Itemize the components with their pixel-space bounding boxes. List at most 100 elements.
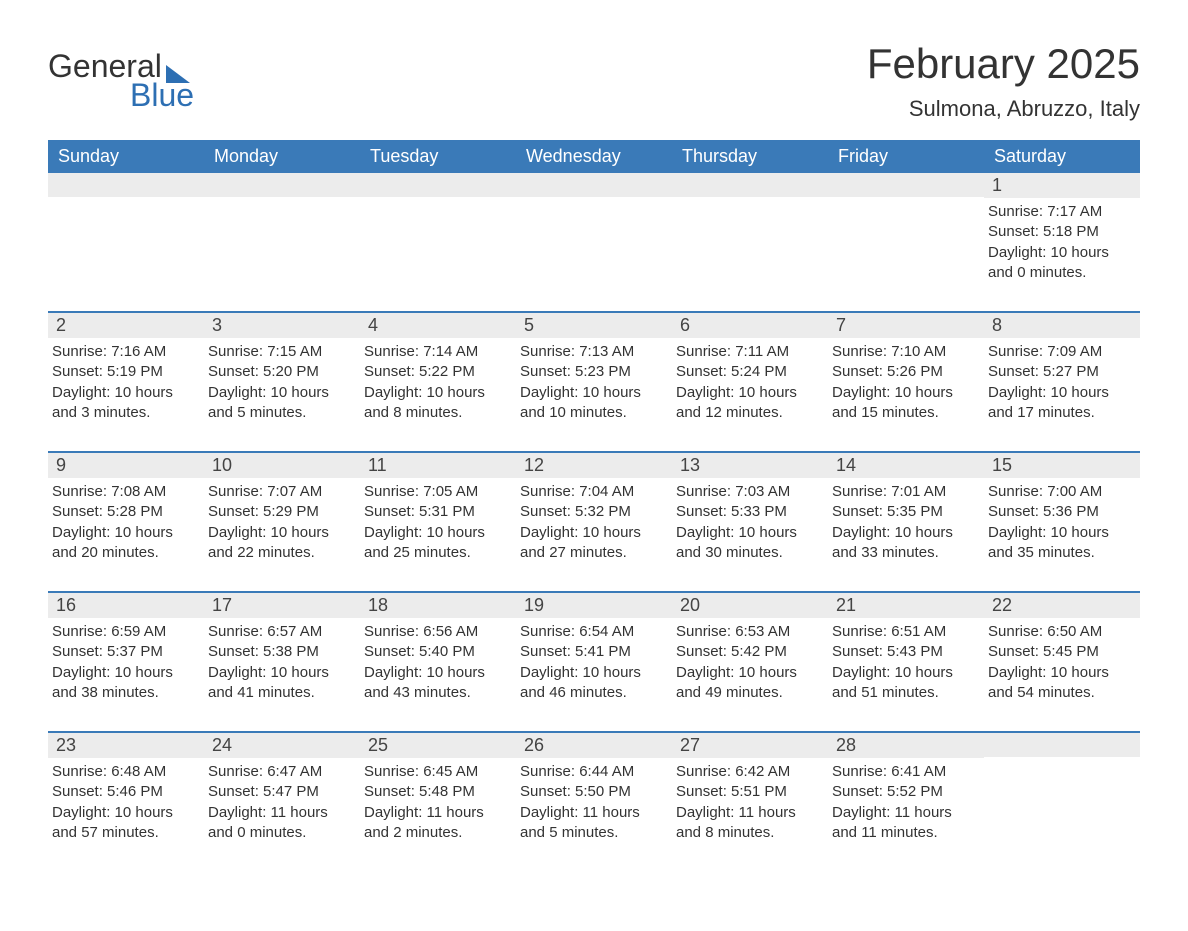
daylight: Daylight: 10 hours and 17 minutes.: [988, 383, 1126, 424]
daylight: Daylight: 10 hours and 27 minutes.: [520, 523, 658, 564]
day-cell: 19Sunrise: 6:54 AMSunset: 5:41 PMDayligh…: [516, 592, 672, 732]
daylight: Daylight: 11 hours and 5 minutes.: [520, 803, 658, 844]
day-cell: 25Sunrise: 6:45 AMSunset: 5:48 PMDayligh…: [360, 732, 516, 871]
day-cell: [984, 732, 1140, 871]
day-content: Sunrise: 7:01 AMSunset: 5:35 PMDaylight:…: [828, 478, 978, 591]
day-number: 9: [48, 453, 204, 478]
week-row: 9Sunrise: 7:08 AMSunset: 5:28 PMDaylight…: [48, 452, 1140, 592]
day-number: 22: [984, 593, 1140, 618]
daylight: Daylight: 10 hours and 43 minutes.: [364, 663, 502, 704]
dow-wednesday: Wednesday: [516, 140, 672, 173]
day-number: 10: [204, 453, 360, 478]
day-cell: 8Sunrise: 7:09 AMSunset: 5:27 PMDaylight…: [984, 312, 1140, 452]
sunrise: Sunrise: 7:03 AM: [676, 482, 814, 502]
day-number: [828, 173, 984, 197]
brand-blue: Blue: [130, 77, 194, 114]
day-content: [48, 197, 198, 277]
sunset: Sunset: 5:27 PM: [988, 362, 1126, 382]
day-content: [204, 197, 354, 277]
day-cell: 17Sunrise: 6:57 AMSunset: 5:38 PMDayligh…: [204, 592, 360, 732]
daylight: Daylight: 10 hours and 25 minutes.: [364, 523, 502, 564]
day-cell: 22Sunrise: 6:50 AMSunset: 5:45 PMDayligh…: [984, 592, 1140, 732]
day-number: 17: [204, 593, 360, 618]
sunrise: Sunrise: 6:50 AM: [988, 622, 1126, 642]
sunrise: Sunrise: 7:10 AM: [832, 342, 970, 362]
day-content: Sunrise: 7:07 AMSunset: 5:29 PMDaylight:…: [204, 478, 354, 591]
sunrise: Sunrise: 7:01 AM: [832, 482, 970, 502]
day-number: 26: [516, 733, 672, 758]
day-cell: 26Sunrise: 6:44 AMSunset: 5:50 PMDayligh…: [516, 732, 672, 871]
day-number: 25: [360, 733, 516, 758]
daylight: Daylight: 10 hours and 22 minutes.: [208, 523, 346, 564]
sunrise: Sunrise: 6:59 AM: [52, 622, 190, 642]
day-content: [672, 197, 822, 277]
day-of-week-row: Sunday Monday Tuesday Wednesday Thursday…: [48, 140, 1140, 173]
sunrise: Sunrise: 7:16 AM: [52, 342, 190, 362]
day-content: Sunrise: 6:50 AMSunset: 5:45 PMDaylight:…: [984, 618, 1134, 731]
day-cell: 12Sunrise: 7:04 AMSunset: 5:32 PMDayligh…: [516, 452, 672, 592]
day-cell: 4Sunrise: 7:14 AMSunset: 5:22 PMDaylight…: [360, 312, 516, 452]
day-number: 23: [48, 733, 204, 758]
day-content: Sunrise: 7:11 AMSunset: 5:24 PMDaylight:…: [672, 338, 822, 451]
sunrise: Sunrise: 7:11 AM: [676, 342, 814, 362]
day-cell: 13Sunrise: 7:03 AMSunset: 5:33 PMDayligh…: [672, 452, 828, 592]
header: General Blue February 2025 Sulmona, Abru…: [48, 40, 1140, 122]
sunset: Sunset: 5:18 PM: [988, 222, 1126, 242]
sunset: Sunset: 5:52 PM: [832, 782, 970, 802]
dow-sunday: Sunday: [48, 140, 204, 173]
sunset: Sunset: 5:23 PM: [520, 362, 658, 382]
day-content: Sunrise: 7:14 AMSunset: 5:22 PMDaylight:…: [360, 338, 510, 451]
day-cell: 28Sunrise: 6:41 AMSunset: 5:52 PMDayligh…: [828, 732, 984, 871]
daylight: Daylight: 10 hours and 46 minutes.: [520, 663, 658, 704]
day-cell: 10Sunrise: 7:07 AMSunset: 5:29 PMDayligh…: [204, 452, 360, 592]
sunrise: Sunrise: 7:08 AM: [52, 482, 190, 502]
sunrise: Sunrise: 7:15 AM: [208, 342, 346, 362]
day-number: 28: [828, 733, 984, 758]
sunset: Sunset: 5:47 PM: [208, 782, 346, 802]
daylight: Daylight: 10 hours and 57 minutes.: [52, 803, 190, 844]
sunrise: Sunrise: 6:54 AM: [520, 622, 658, 642]
day-content: Sunrise: 7:08 AMSunset: 5:28 PMDaylight:…: [48, 478, 198, 591]
day-cell: 1Sunrise: 7:17 AMSunset: 5:18 PMDaylight…: [984, 173, 1140, 312]
day-content: Sunrise: 6:53 AMSunset: 5:42 PMDaylight:…: [672, 618, 822, 731]
day-content: Sunrise: 7:10 AMSunset: 5:26 PMDaylight:…: [828, 338, 978, 451]
day-number: 6: [672, 313, 828, 338]
daylight: Daylight: 10 hours and 41 minutes.: [208, 663, 346, 704]
sunset: Sunset: 5:24 PM: [676, 362, 814, 382]
daylight: Daylight: 11 hours and 2 minutes.: [364, 803, 502, 844]
daylight: Daylight: 10 hours and 38 minutes.: [52, 663, 190, 704]
daylight: Daylight: 10 hours and 54 minutes.: [988, 663, 1126, 704]
day-number: 12: [516, 453, 672, 478]
calendar-table: Sunday Monday Tuesday Wednesday Thursday…: [48, 140, 1140, 871]
day-content: Sunrise: 7:04 AMSunset: 5:32 PMDaylight:…: [516, 478, 666, 591]
sunset: Sunset: 5:41 PM: [520, 642, 658, 662]
day-cell: [204, 173, 360, 312]
week-row: 23Sunrise: 6:48 AMSunset: 5:46 PMDayligh…: [48, 732, 1140, 871]
sunset: Sunset: 5:31 PM: [364, 502, 502, 522]
sunset: Sunset: 5:20 PM: [208, 362, 346, 382]
sunrise: Sunrise: 7:13 AM: [520, 342, 658, 362]
daylight: Daylight: 10 hours and 12 minutes.: [676, 383, 814, 424]
sunset: Sunset: 5:46 PM: [52, 782, 190, 802]
daylight: Daylight: 10 hours and 0 minutes.: [988, 243, 1126, 284]
sunrise: Sunrise: 7:05 AM: [364, 482, 502, 502]
day-cell: 9Sunrise: 7:08 AMSunset: 5:28 PMDaylight…: [48, 452, 204, 592]
day-content: Sunrise: 6:42 AMSunset: 5:51 PMDaylight:…: [672, 758, 822, 871]
day-number: 21: [828, 593, 984, 618]
sunrise: Sunrise: 7:09 AM: [988, 342, 1126, 362]
day-content: Sunrise: 7:15 AMSunset: 5:20 PMDaylight:…: [204, 338, 354, 451]
sunset: Sunset: 5:32 PM: [520, 502, 658, 522]
sunrise: Sunrise: 6:42 AM: [676, 762, 814, 782]
day-cell: 15Sunrise: 7:00 AMSunset: 5:36 PMDayligh…: [984, 452, 1140, 592]
dow-monday: Monday: [204, 140, 360, 173]
day-content: Sunrise: 7:13 AMSunset: 5:23 PMDaylight:…: [516, 338, 666, 451]
day-cell: [48, 173, 204, 312]
sunset: Sunset: 5:29 PM: [208, 502, 346, 522]
day-number: 27: [672, 733, 828, 758]
day-cell: 7Sunrise: 7:10 AMSunset: 5:26 PMDaylight…: [828, 312, 984, 452]
sunset: Sunset: 5:33 PM: [676, 502, 814, 522]
day-cell: 24Sunrise: 6:47 AMSunset: 5:47 PMDayligh…: [204, 732, 360, 871]
day-cell: 14Sunrise: 7:01 AMSunset: 5:35 PMDayligh…: [828, 452, 984, 592]
day-content: Sunrise: 6:56 AMSunset: 5:40 PMDaylight:…: [360, 618, 510, 731]
day-content: Sunrise: 7:17 AMSunset: 5:18 PMDaylight:…: [984, 198, 1134, 311]
